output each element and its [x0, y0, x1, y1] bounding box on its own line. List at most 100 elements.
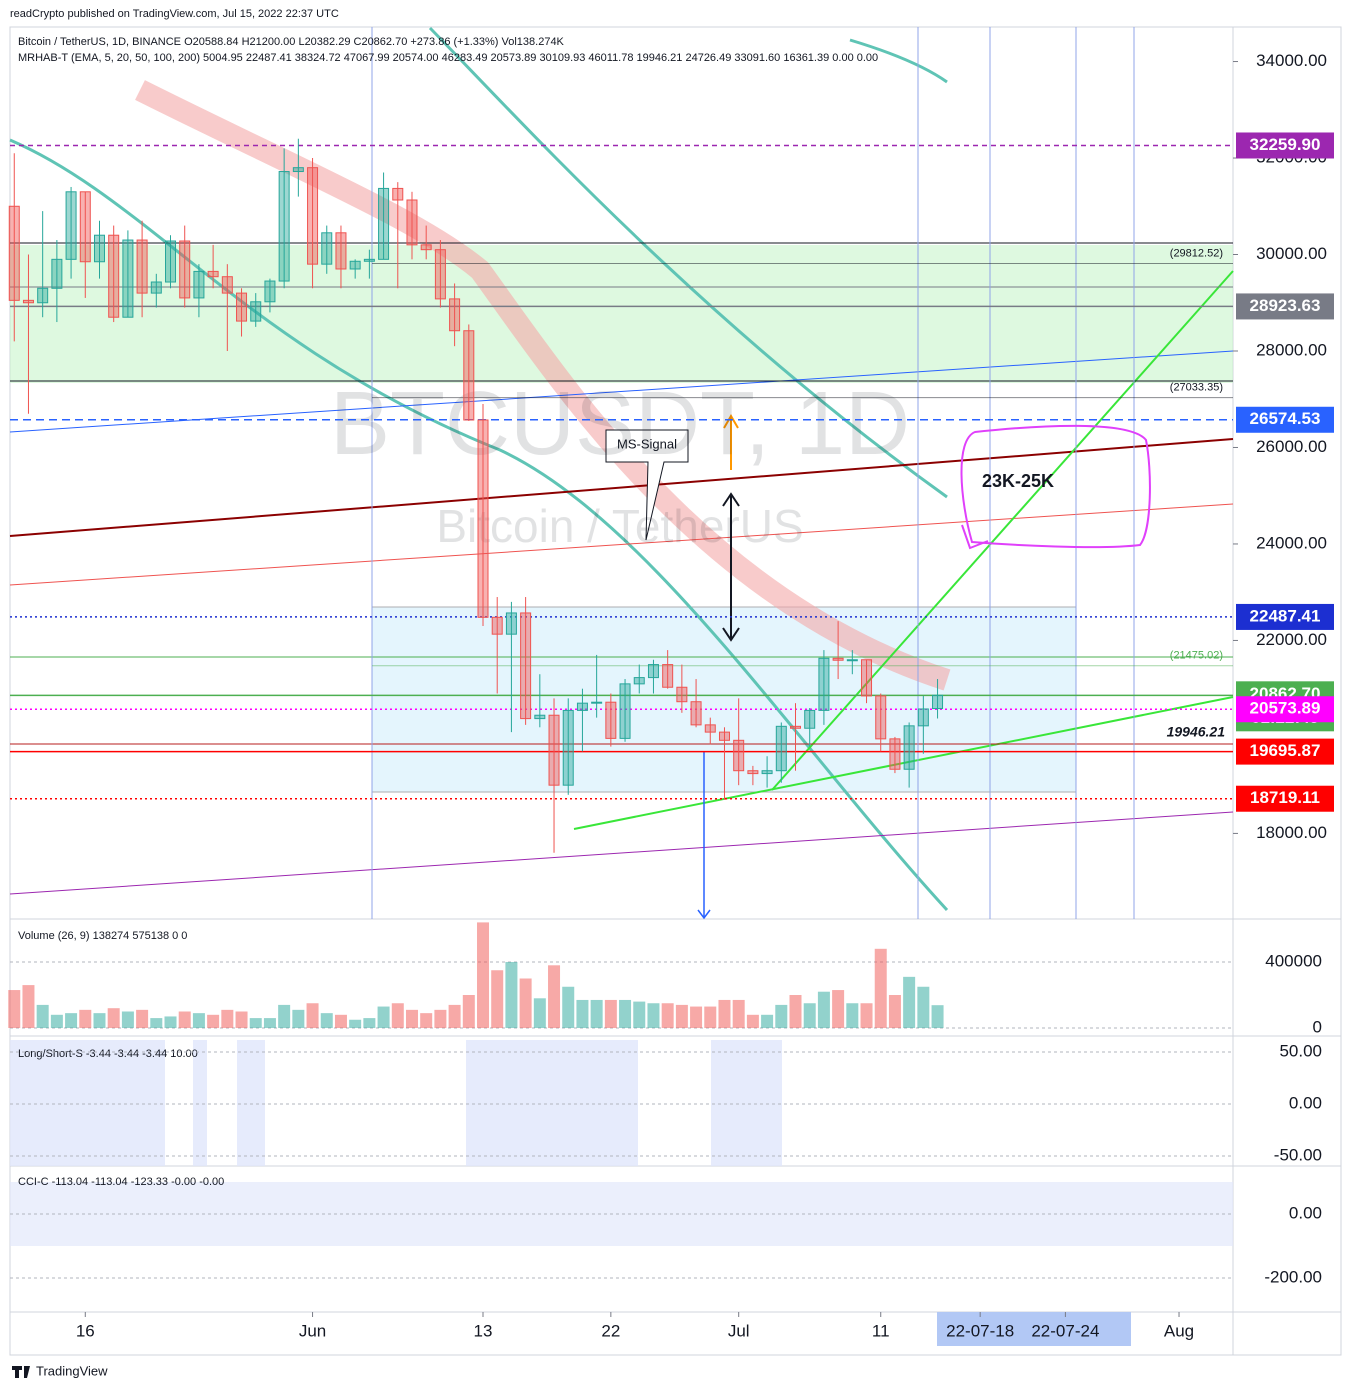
volume-bar: [874, 948, 887, 1028]
x-tick-label: 22: [601, 1321, 620, 1340]
ema-line: [428, 26, 948, 499]
volume-bar: [391, 1003, 404, 1028]
volume-bar: [434, 1009, 447, 1028]
candle-body: [790, 725, 802, 729]
candle-body: [165, 240, 177, 283]
volume-bar: [888, 995, 901, 1028]
candle-body: [718, 731, 730, 741]
trend-line: [771, 270, 1234, 791]
candle-body: [690, 701, 702, 726]
candle-body: [406, 199, 418, 246]
volume-bar: [661, 1003, 674, 1028]
x-tick-label: 22-07-24: [1031, 1321, 1099, 1340]
signal-label: MS-Signal: [617, 436, 677, 451]
candle-body: [434, 249, 446, 300]
watermark-name: Bitcoin / TetherUS: [436, 500, 803, 552]
tv-logo: [12, 1366, 30, 1378]
level-note: (21475.02): [1170, 650, 1223, 662]
pane-tick-label: 400000: [1265, 951, 1322, 970]
candle-body: [477, 419, 489, 618]
pane-tick-label: 50.00: [1279, 1041, 1322, 1060]
trend-line: [9, 438, 1234, 537]
volume-bar: [164, 1016, 177, 1028]
watermark-ticker: BTCUSDT, 1D: [330, 374, 910, 474]
x-tick-label: Jun: [299, 1321, 326, 1340]
candle-body: [576, 702, 588, 711]
frame: [9, 26, 1342, 1356]
price-label: 18719.11: [1250, 788, 1320, 807]
volume-bar: [505, 962, 518, 1028]
volume-bar: [519, 978, 532, 1028]
candle-body: [818, 657, 830, 711]
pane-tick-label: 0.00: [1289, 1203, 1322, 1222]
volume-bar: [292, 1009, 305, 1028]
candle-body: [179, 240, 191, 299]
volume-bar: [604, 999, 617, 1028]
candle-body: [619, 683, 631, 739]
price-label-bg: [1236, 603, 1334, 630]
volume-bar: [79, 1009, 92, 1028]
candle-body: [420, 244, 432, 251]
volume-bar: [846, 1003, 859, 1028]
x-tick-label: Jul: [728, 1321, 750, 1340]
x-tick-label: 13: [474, 1321, 493, 1340]
candle-body: [775, 725, 787, 772]
candle-body: [534, 714, 546, 720]
candle-body: [236, 292, 248, 322]
candle-body: [647, 664, 659, 679]
price-label: 26574.53: [1250, 409, 1321, 428]
candle-body: [832, 657, 844, 661]
volume-bar: [817, 991, 830, 1028]
pane-title: CCI-C -113.04 -113.04 -123.33 -0.00 -0.0…: [18, 1176, 224, 1188]
volume-bar: [562, 986, 575, 1028]
pane-title: Long/Short-S -3.44 -3.44 -3.44 10.00: [18, 1048, 198, 1060]
candle-body: [591, 701, 603, 704]
ema-line: [9, 138, 949, 912]
volume-bar: [178, 1011, 191, 1028]
volume-bar: [36, 1004, 49, 1028]
price-label-bg: [1236, 406, 1334, 433]
candle-body: [804, 709, 816, 729]
volume-bar: [22, 985, 35, 1028]
price-label: 28923.63: [1250, 296, 1321, 315]
signal-callout: [605, 429, 689, 541]
candle-body: [846, 659, 858, 662]
trend-line: [9, 811, 1234, 895]
pane-tick-label: -200.00: [1264, 1267, 1322, 1286]
candle-body: [505, 612, 517, 635]
volume-bar: [718, 999, 731, 1028]
y-tick-label: 24000.00: [1256, 533, 1327, 552]
candle-body: [761, 770, 773, 775]
volume-bar: [491, 970, 504, 1028]
volume-bar: [8, 990, 21, 1028]
volume-bar: [462, 995, 475, 1028]
volume-bar: [548, 965, 561, 1028]
candle-body: [278, 171, 290, 282]
candle-body: [605, 701, 617, 739]
volume-bar: [590, 999, 603, 1028]
volume-bar: [420, 1013, 433, 1028]
volume-bar: [221, 1009, 234, 1028]
candle-body: [65, 191, 77, 260]
volume-bar: [704, 1006, 717, 1028]
candle-body: [932, 694, 944, 710]
candle-body: [562, 709, 574, 786]
volume-bar: [732, 999, 745, 1028]
volume-bar: [363, 1018, 376, 1028]
candle-body: [662, 664, 674, 688]
ema-line: [849, 38, 948, 84]
volume-bar: [803, 1003, 816, 1028]
y-tick-label: 30000.00: [1256, 244, 1327, 263]
volume-bar: [320, 1013, 333, 1028]
candle-body: [548, 714, 560, 786]
volume-bar: [775, 1004, 788, 1028]
ls-shading: [10, 1040, 782, 1166]
volume-bar: [931, 1005, 944, 1028]
candle-body: [93, 234, 105, 263]
candle-body: [520, 612, 532, 720]
volume-bar: [306, 1003, 319, 1028]
volume-bar: [647, 1003, 660, 1028]
volume-bar: [903, 976, 916, 1028]
candle-body: [250, 301, 262, 322]
cci-band: [10, 1182, 1233, 1246]
